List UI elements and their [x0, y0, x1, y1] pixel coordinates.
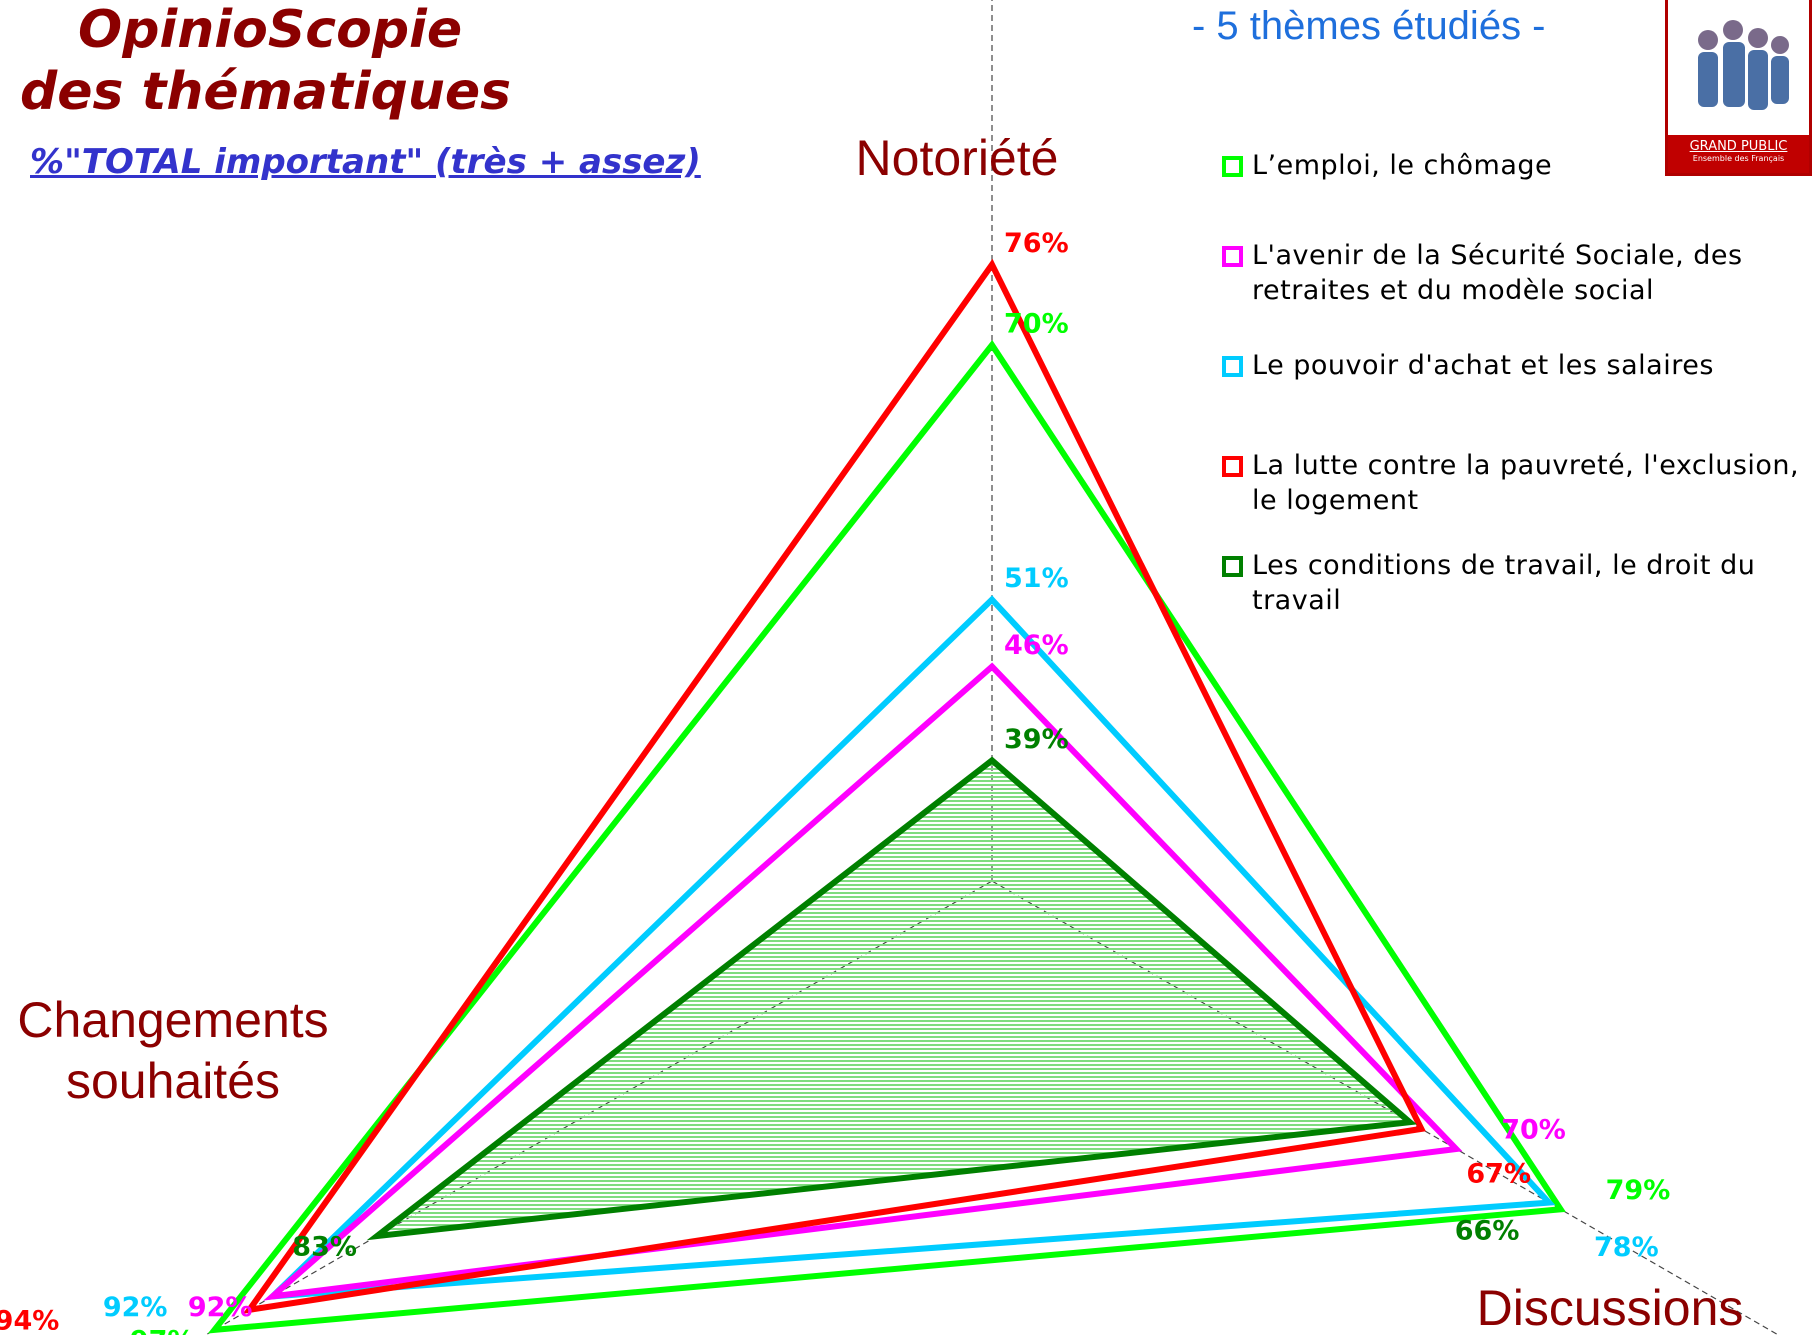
legend-entry: Le pouvoir d'achat et les salaires [1222, 348, 1812, 383]
legend-title: - 5 thèmes étudiés - [1192, 4, 1546, 48]
data-label: 70% [1501, 1115, 1566, 1146]
logo: GRAND PUBLIC Ensemble des Français [1665, 0, 1812, 176]
legend-label: La lutte contre la pauvreté, l'exclusion… [1252, 450, 1800, 516]
legend-entry: Les conditions de travail, le droit du t… [1222, 548, 1812, 618]
data-label: 67% [1466, 1158, 1531, 1189]
legend-entry: La lutte contre la pauvreté, l'exclusion… [1222, 448, 1812, 518]
legend-swatch [1222, 456, 1243, 477]
series-line [264, 595, 1556, 1300]
axis-line [204, 880, 993, 1335]
axis-label: Discussions [1476, 1280, 1744, 1336]
legend-swatch [1222, 556, 1243, 577]
logo-subtitle: Ensemble des Français [1692, 154, 1785, 163]
title: OpinioScopie [78, 0, 463, 60]
area-fill [376, 760, 1410, 1237]
data-label: 92% [103, 1292, 168, 1323]
legend-label: Le pouvoir d'achat et les salaires [1252, 350, 1714, 381]
legend-entry: L’emploi, le chômage [1222, 148, 1812, 183]
data-label: 97% [130, 1325, 195, 1335]
data-label: 76% [1004, 228, 1069, 259]
logo-title: GRAND PUBLIC [1689, 139, 1788, 154]
legend-swatch [1222, 356, 1243, 377]
axis-label: Changements souhaités [17, 992, 329, 1109]
legend-swatch [1222, 246, 1243, 267]
legend-entry: L'avenir de la Sécurité Sociale, des ret… [1222, 238, 1812, 308]
legend-label: Les conditions de travail, le droit du t… [1252, 550, 1756, 616]
legend-label: L'avenir de la Sécurité Sociale, des ret… [1252, 240, 1743, 306]
title: des thématiques [20, 62, 512, 122]
data-label: 83% [292, 1232, 357, 1263]
series-line [366, 756, 1417, 1241]
series-line [242, 258, 1426, 1314]
data-label: 66% [1455, 1216, 1520, 1247]
data-label: 51% [1004, 563, 1069, 594]
data-label: 94% [0, 1305, 59, 1335]
axis-line [991, 880, 1780, 1335]
legend-swatch [1222, 156, 1243, 177]
data-label: 78% [1594, 1232, 1659, 1263]
series-line [263, 662, 1463, 1301]
subtitle: %"TOTAL important" (très + assez) [30, 142, 701, 182]
series-line [207, 339, 1566, 1334]
legend-label: L’emploi, le chômage [1252, 150, 1553, 181]
data-label: 92% [188, 1292, 253, 1323]
data-label: 39% [1004, 724, 1069, 755]
data-label: 79% [1606, 1175, 1671, 1206]
data-label: 70% [1004, 309, 1069, 340]
axis-label: Notoriété [855, 130, 1059, 186]
logo-image [1698, 20, 1789, 110]
data-label: 46% [1004, 630, 1069, 661]
